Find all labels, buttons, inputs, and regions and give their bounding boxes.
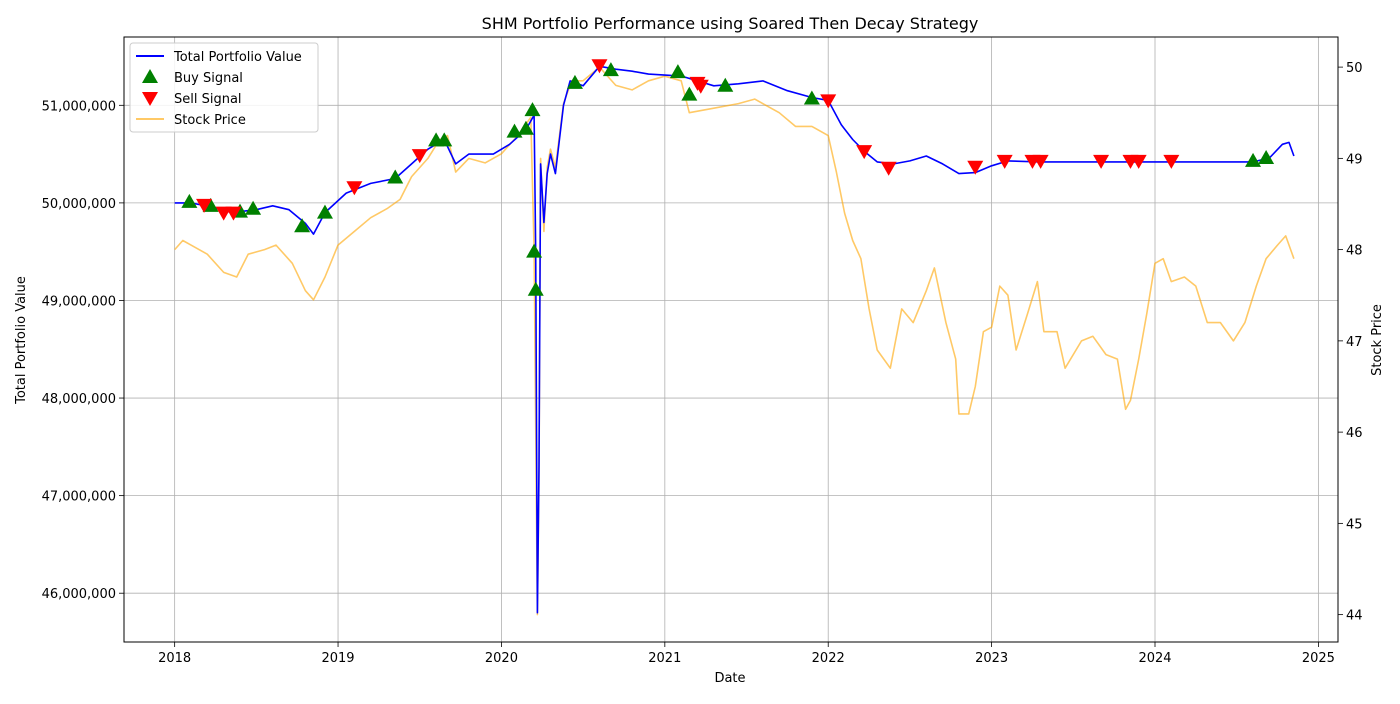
legend-swatch-sell-signal: [142, 92, 158, 106]
buy-signal-marker: [294, 218, 311, 233]
y2-tick-label: 50: [1346, 61, 1363, 76]
buy-signal-marker: [506, 123, 523, 138]
total-portfolio-value-line: [174, 65, 1295, 614]
buy-signal-marker: [181, 193, 198, 208]
legend-label-sell-signal: Sell Signal: [174, 92, 242, 107]
legend-box: [129, 42, 319, 133]
buy-signal-marker: [526, 243, 543, 258]
y-tick-label: 50,000,000: [42, 197, 116, 212]
y-tick-label: 46,000,000: [42, 587, 116, 602]
y2-tick-label: 46: [1346, 426, 1363, 441]
y2-axis-label: Stock Price: [1370, 304, 1385, 376]
sell-signal-marker: [856, 145, 873, 160]
stock-price-line: [174, 66, 1295, 616]
buy-signal-marker: [669, 64, 686, 79]
sell-signal-marker: [1032, 154, 1049, 169]
legend-label-total-portfolio-value: Total Portfolio Value: [173, 50, 302, 65]
y2-tick-label: 47: [1346, 335, 1363, 350]
buy-signal-marker: [681, 86, 698, 101]
x-axis-label: Date: [714, 671, 745, 686]
sell-signal-marker: [1130, 154, 1147, 169]
buy-signal-marker: [602, 62, 619, 77]
sell-signal-marker: [225, 206, 242, 221]
y2-tick-label: 45: [1346, 517, 1363, 532]
series-layer: [174, 59, 1295, 616]
y-axis-label: Total Portfolio Value: [14, 276, 29, 405]
sell-signal-marker: [967, 160, 984, 175]
buy-signal-marker: [803, 90, 820, 105]
x-tick-label: 2020: [485, 651, 518, 666]
y-tick-label: 47,000,000: [42, 490, 116, 505]
x-tick-label: 2018: [158, 651, 191, 666]
sell-signal-marker: [346, 181, 363, 196]
buy-signal-marker: [717, 77, 734, 92]
legend-label-buy-signal: Buy Signal: [174, 71, 243, 86]
buy-signal-marker: [566, 74, 583, 89]
x-tick-label: 2025: [1302, 651, 1335, 666]
x-tick-label: 2019: [321, 651, 354, 666]
sell-signal-marker: [692, 79, 709, 94]
plot-frame: [123, 36, 1339, 643]
y2-tick-label: 49: [1346, 152, 1363, 167]
buy-signal-marker: [387, 169, 404, 184]
sell-signal-marker: [1163, 154, 1180, 169]
x-tick-label: 2021: [648, 651, 681, 666]
buy-signal-marker: [524, 102, 541, 117]
buy-signal-marker: [527, 281, 544, 296]
buy-signal-marker: [316, 204, 333, 219]
x-tick-label: 2022: [812, 651, 845, 666]
y2-tick-label: 44: [1346, 609, 1363, 624]
x-tick-label: 2024: [1138, 651, 1171, 666]
sell-signal-marker: [411, 149, 428, 164]
buy-signal-marker: [1245, 152, 1262, 167]
y-tick-label: 48,000,000: [42, 392, 116, 407]
sell-signal-marker: [1093, 154, 1110, 169]
sell-signal-marker: [996, 154, 1013, 169]
x-tick-label: 2023: [975, 651, 1008, 666]
buy-signal-marker: [1258, 150, 1275, 164]
legend: Total Portfolio Value Buy Signal Sell Sign…: [129, 42, 319, 133]
buy-signal-marker: [517, 120, 534, 135]
chart-title: SHM Portfolio Performance using Soared T…: [482, 14, 979, 33]
buy-signal-marker: [436, 132, 453, 147]
y2-tick-label: 48: [1346, 244, 1363, 259]
legend-label-stock-price: Stock Price: [174, 113, 246, 128]
sell-signal-marker: [196, 198, 213, 213]
y-tick-label: 49,000,000: [42, 294, 116, 309]
buy-signal-marker: [245, 200, 262, 215]
sell-signal-marker: [880, 161, 897, 176]
legend-swatch-buy-signal: [142, 69, 158, 83]
sell-signal-marker: [820, 94, 837, 109]
axes-layer: 2018 2019 2020 2021 2022 2023 2024 2025 46,000,0…: [42, 36, 1363, 666]
sell-signal-marker: [591, 59, 608, 74]
y-tick-label: 51,000,000: [42, 99, 116, 114]
